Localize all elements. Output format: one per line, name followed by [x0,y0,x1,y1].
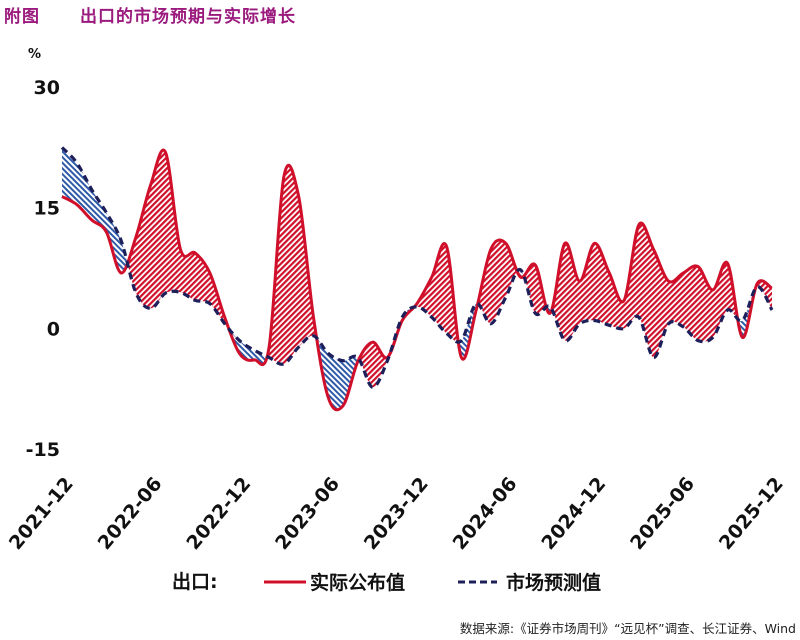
x-tick-label: 2021-12 [5,473,78,554]
legend-forecast-label: 市场预测值 [506,571,601,594]
x-tick-label: 2022-06 [94,473,167,554]
x-tick-label: 2025-12 [715,473,788,554]
y-tick-label: 0 [47,318,60,340]
x-tick-label: 2023-06 [271,473,344,554]
source-note: 数据来源:《证券市场周刊》“远见杯”调查、长江证券、Wind [459,621,796,636]
legend: 出口: 实际公布值 市场预测值 [172,570,601,594]
y-tick-label: -15 [26,439,60,461]
legend-actual-label: 实际公布值 [310,571,405,594]
y-tick-label: 15 [34,198,60,220]
y-tick-label: 30 [34,77,60,99]
x-tick-label: 2024-12 [537,473,610,554]
figure-label: 附图 [4,7,40,27]
x-tick-label: 2025-06 [626,473,699,554]
x-tick-label: 2022-12 [182,473,255,554]
fill-actual-below-forecast [62,147,772,410]
chart-title: 出口的市场预期与实际增长 [80,7,296,27]
legend-prefix: 出口: [172,570,218,593]
y-axis-unit: % [28,47,41,62]
x-tick-label: 2023-12 [360,473,433,554]
x-tick-label: 2024-06 [449,473,522,554]
